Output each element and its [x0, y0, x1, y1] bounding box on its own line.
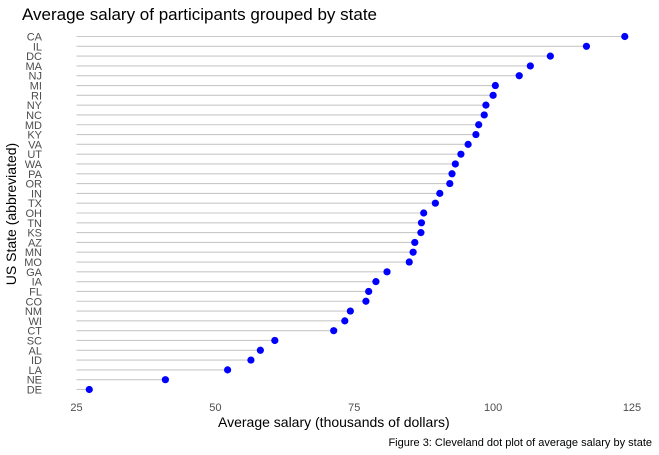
y-tick-label-ut: UT: [27, 149, 42, 161]
y-tick-label-az: AZ: [28, 237, 42, 249]
data-point-nc: [480, 111, 488, 119]
data-point-id: [247, 356, 255, 364]
data-point-ct: [330, 327, 338, 335]
x-axis-title: Average salary (thousands of dollars): [218, 414, 450, 430]
data-point-az: [411, 238, 419, 247]
x-tick-label-125: 125: [623, 402, 641, 414]
y-tick-label-sc: SC: [27, 335, 42, 347]
data-point-ma: [526, 62, 534, 70]
data-point-ga: [383, 268, 391, 276]
data-point-ca: [621, 32, 629, 41]
data-points: [85, 32, 629, 394]
data-point-il: [582, 42, 591, 50]
y-tick-label-va: VA: [28, 139, 43, 151]
y-tick-label-la: LA: [29, 365, 43, 377]
y-tick-label-ks: KS: [27, 228, 42, 240]
data-point-ne: [161, 376, 169, 384]
data-point-mo: [405, 258, 413, 266]
data-point-fl: [365, 287, 373, 296]
data-point-al: [256, 346, 264, 354]
data-point-nm: [346, 307, 354, 315]
y-tick-label-ne: NE: [27, 375, 42, 387]
y-tick-label-ma: MA: [26, 61, 43, 73]
chart-caption: Figure 3: Cleveland dot plot of average …: [388, 437, 652, 449]
data-point-ut: [457, 150, 465, 158]
x-tick-label-25: 25: [70, 402, 82, 414]
y-tick-label-fl: FL: [29, 286, 42, 298]
y-tick-label-mo: MO: [24, 257, 42, 269]
data-point-oh: [420, 209, 428, 217]
data-point-mi: [491, 81, 499, 90]
data-point-ri: [489, 91, 497, 99]
y-tick-label-ky: KY: [27, 130, 42, 142]
data-point-wi: [341, 317, 349, 325]
y-tick-label-ia: IA: [32, 277, 43, 289]
data-point-tn: [417, 219, 426, 227]
y-tick-label-al: AL: [29, 345, 42, 357]
y-tick-label-md: MD: [25, 120, 42, 132]
data-point-va: [464, 140, 472, 148]
data-point-md: [475, 121, 483, 129]
y-tick-label-ct: CT: [27, 326, 42, 338]
data-point-or: [446, 179, 454, 188]
y-tick-label-mn: MN: [25, 247, 42, 259]
y-axis-title: US State (abbreviated): [3, 143, 19, 285]
y-tick-label-ri: RI: [31, 90, 42, 102]
x-tick-labels: 25 50 75 100 125: [70, 402, 641, 414]
y-tick-label-co: CO: [26, 296, 43, 308]
data-point-sc: [271, 336, 279, 345]
y-tick-label-tx: TX: [28, 198, 43, 210]
y-tick-labels: CAILDCMANJMIRINYNCMDKYVAUTWAPAORINTXOHTN…: [24, 32, 42, 397]
stem-lines: [76, 35, 625, 391]
y-tick-label-de: DE: [27, 385, 42, 397]
x-tick-label-75: 75: [348, 402, 360, 414]
y-tick-label-ca: CA: [27, 32, 43, 44]
y-tick-label-wa: WA: [25, 159, 43, 171]
x-tick-label-100: 100: [484, 402, 502, 414]
data-point-ky: [472, 130, 480, 139]
data-point-wa: [451, 160, 459, 168]
y-tick-label-wi: WI: [29, 316, 42, 328]
y-tick-label-il: IL: [33, 41, 42, 53]
y-tick-label-nj: NJ: [29, 71, 42, 83]
y-tick-label-ny: NY: [27, 100, 43, 112]
x-tick-label-50: 50: [209, 402, 221, 414]
y-tick-label-id: ID: [31, 355, 42, 367]
y-tick-label-in: IN: [31, 188, 42, 200]
y-tick-label-or: OR: [26, 179, 43, 191]
data-point-ny: [482, 101, 490, 109]
chart-title: Average salary of participants grouped b…: [22, 5, 377, 24]
y-tick-label-pa: PA: [28, 169, 43, 181]
data-point-ia: [372, 278, 380, 286]
data-point-dc: [546, 52, 554, 60]
y-tick-label-tn: TN: [27, 218, 42, 230]
data-point-nj: [515, 72, 523, 80]
data-point-mn: [409, 248, 417, 256]
data-point-la: [223, 366, 232, 374]
y-tick-label-nc: NC: [26, 110, 42, 122]
y-tick-label-nm: NM: [25, 306, 42, 318]
y-tick-label-oh: OH: [26, 208, 43, 220]
data-point-ks: [417, 229, 425, 237]
data-point-pa: [448, 170, 456, 178]
data-point-co: [362, 297, 370, 305]
y-tick-label-ga: GA: [26, 267, 43, 279]
data-point-in: [436, 189, 444, 197]
y-tick-label-mi: MI: [30, 81, 42, 93]
data-point-de: [85, 385, 93, 394]
y-tick-label-dc: DC: [26, 51, 42, 63]
data-point-tx: [431, 199, 439, 207]
